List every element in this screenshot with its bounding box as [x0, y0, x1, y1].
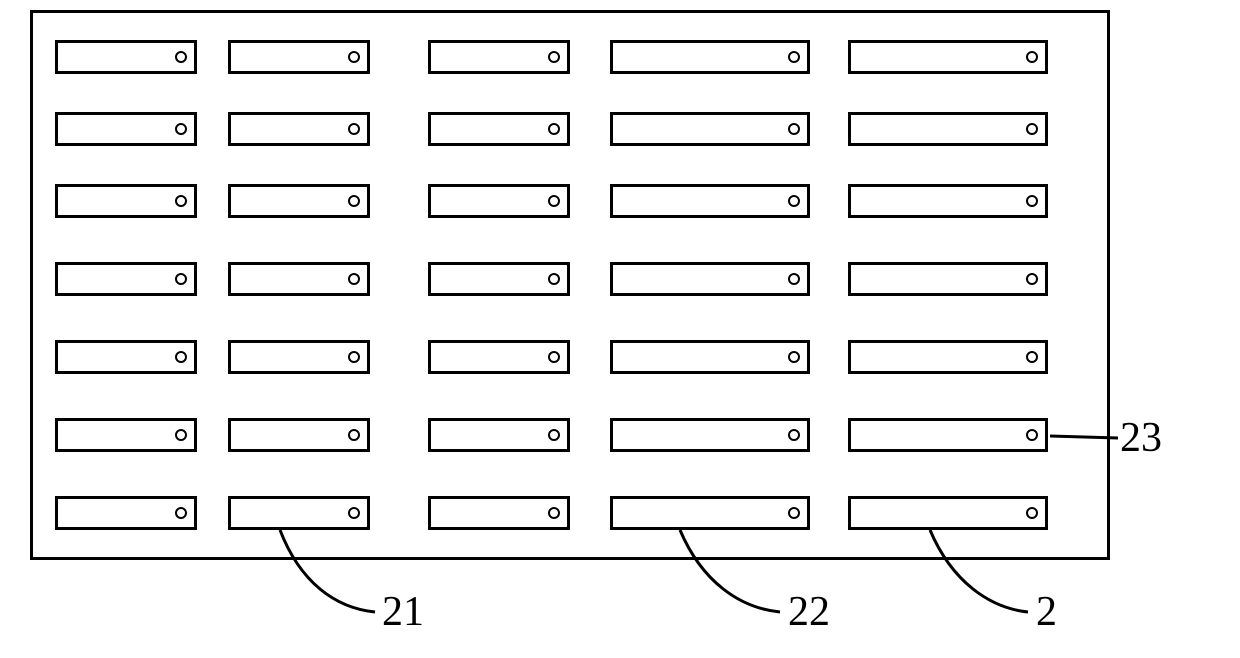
slot-marker	[175, 507, 187, 519]
slot-marker	[348, 429, 360, 441]
callout-label: 23	[1120, 414, 1162, 462]
slot-marker	[1026, 351, 1038, 363]
slot	[610, 112, 810, 146]
slot-marker	[1026, 273, 1038, 285]
slot-marker	[348, 51, 360, 63]
slot	[848, 112, 1048, 146]
slot-marker	[548, 51, 560, 63]
slot-marker	[348, 123, 360, 135]
slot-marker	[175, 123, 187, 135]
slot	[848, 262, 1048, 296]
slot	[610, 262, 810, 296]
slot-marker	[348, 351, 360, 363]
slot	[610, 340, 810, 374]
slot-marker	[1026, 195, 1038, 207]
callout-label: 2	[1036, 588, 1057, 636]
slot-marker	[1026, 51, 1038, 63]
slot-marker	[175, 51, 187, 63]
slot-marker	[175, 351, 187, 363]
slot	[848, 496, 1048, 530]
slot-marker	[788, 123, 800, 135]
slot-marker	[348, 507, 360, 519]
slot-marker	[548, 429, 560, 441]
slot	[610, 418, 810, 452]
slot-marker	[548, 273, 560, 285]
slot	[848, 184, 1048, 218]
slot-marker	[1026, 429, 1038, 441]
slot-marker	[348, 273, 360, 285]
slot-marker	[548, 507, 560, 519]
slot-marker	[1026, 123, 1038, 135]
slot-marker	[548, 351, 560, 363]
slot-marker	[175, 195, 187, 207]
callout-label: 22	[788, 588, 830, 636]
slot	[848, 340, 1048, 374]
slot-marker	[788, 507, 800, 519]
slot-marker	[788, 195, 800, 207]
callout-label: 21	[382, 588, 424, 636]
slot-marker	[175, 273, 187, 285]
slot-marker	[788, 429, 800, 441]
slot-marker	[788, 51, 800, 63]
slot-marker	[548, 195, 560, 207]
slot	[610, 496, 810, 530]
slot	[610, 184, 810, 218]
slot-marker	[788, 351, 800, 363]
slot-marker	[548, 123, 560, 135]
slot-marker	[348, 195, 360, 207]
slot-marker	[1026, 507, 1038, 519]
slot	[848, 418, 1048, 452]
slot-marker	[788, 273, 800, 285]
slot	[848, 40, 1048, 74]
slot-marker	[175, 429, 187, 441]
slot	[610, 40, 810, 74]
